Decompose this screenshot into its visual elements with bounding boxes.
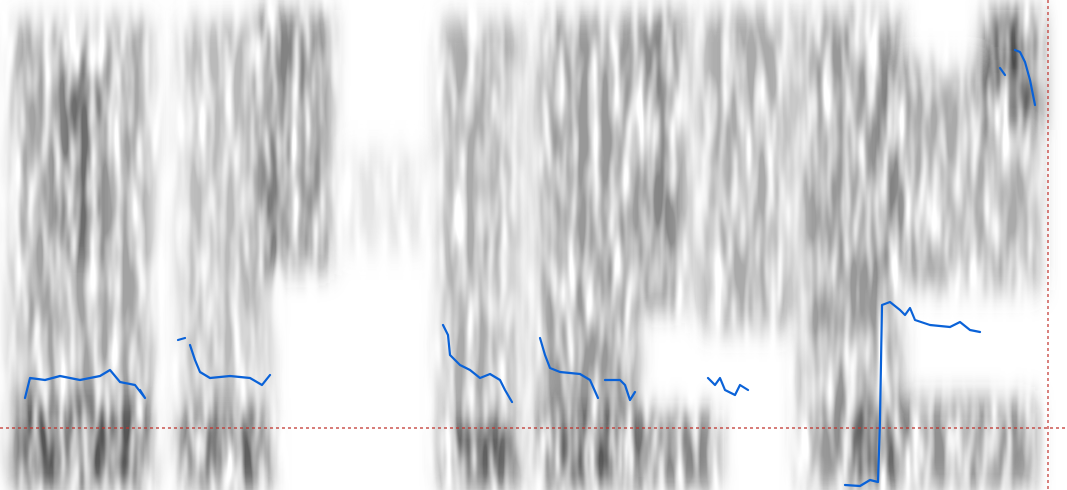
pitch-contour bbox=[843, 300, 982, 488]
pitch-contour bbox=[706, 376, 750, 397]
pitch-contour bbox=[176, 336, 187, 342]
pitch-contour bbox=[603, 378, 637, 402]
pitch-contour bbox=[998, 66, 1007, 77]
pitch-contour bbox=[23, 368, 147, 400]
pitch-contour bbox=[441, 323, 514, 404]
pitch-contour bbox=[1013, 48, 1037, 107]
pitch-contour bbox=[538, 336, 600, 400]
pitch-contours bbox=[23, 48, 1037, 488]
pitch-contour bbox=[188, 343, 272, 387]
